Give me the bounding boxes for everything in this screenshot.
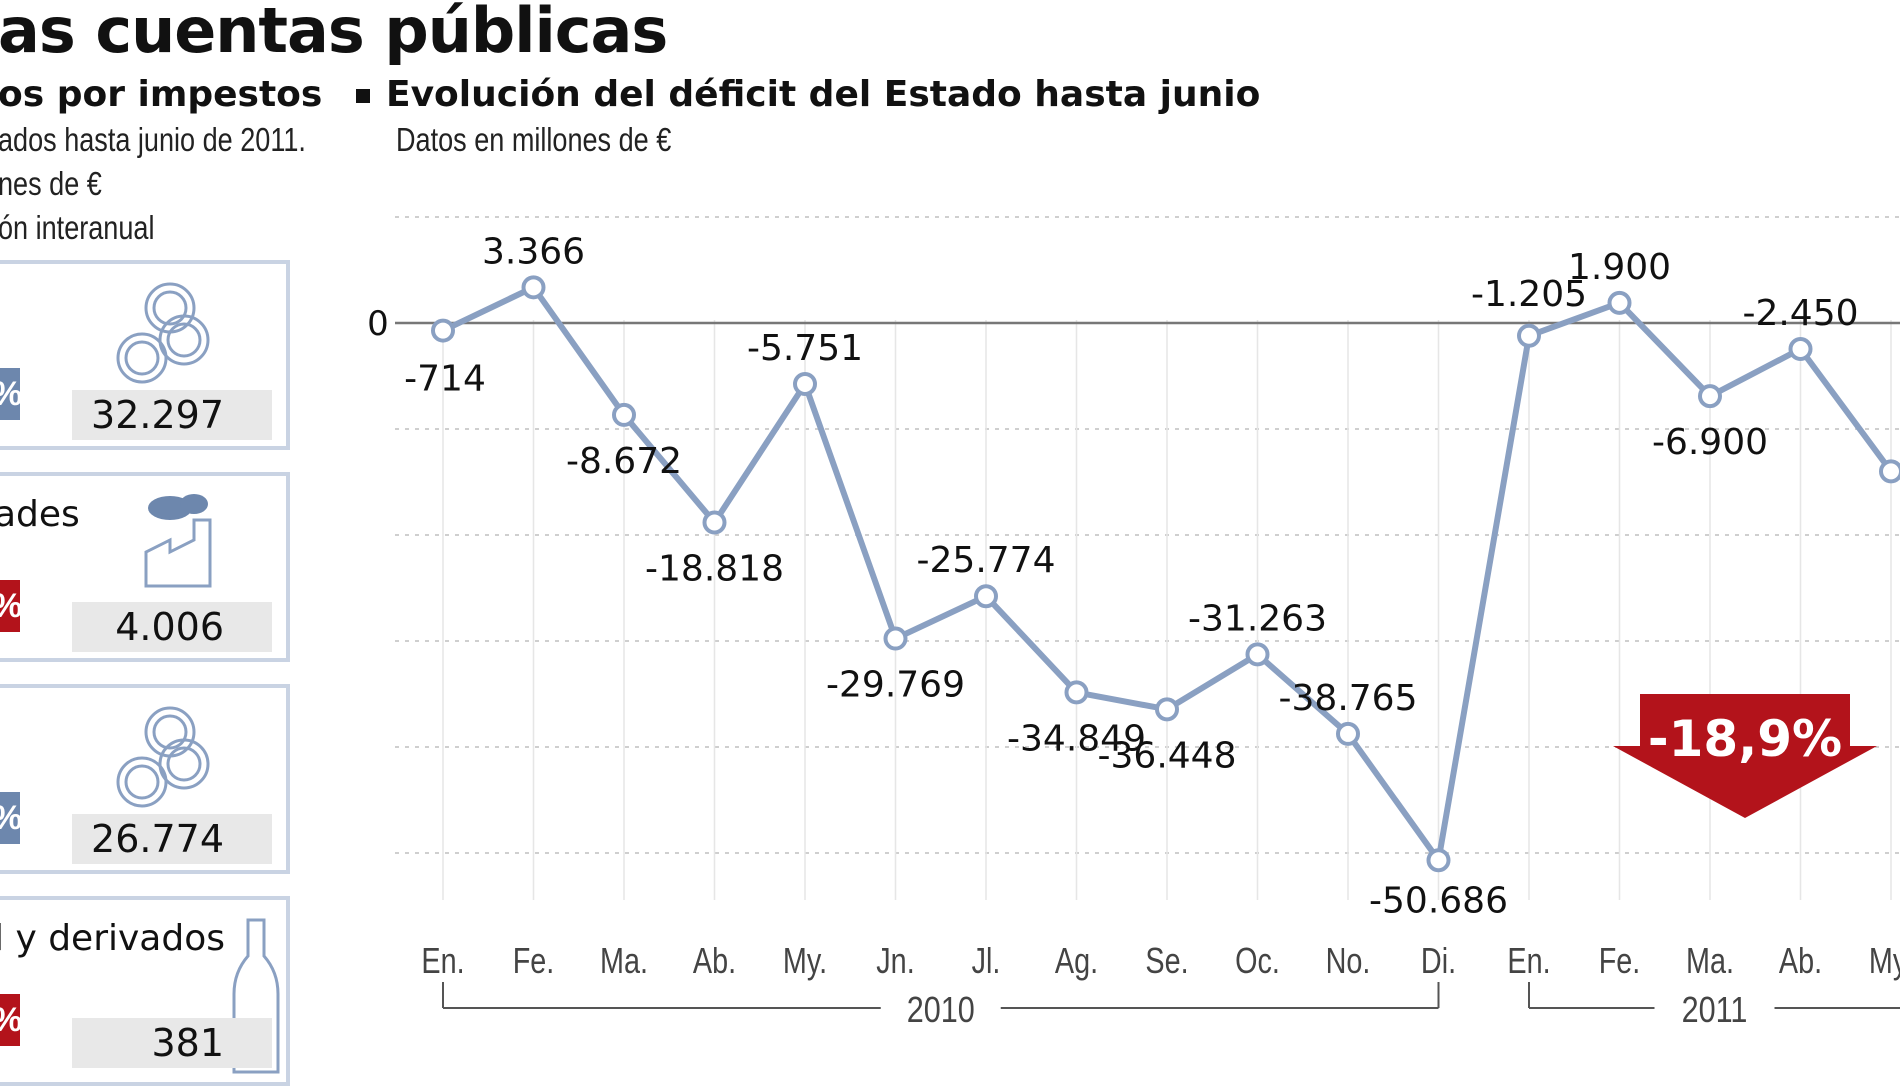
data-point [1698,384,1722,409]
tax-label: l y derivados [0,918,225,959]
data-label: -50.686 [1369,880,1508,921]
month-label: No. [1326,940,1371,981]
month-label: My. [1869,940,1900,981]
month-label: En. [421,940,464,981]
data-point [1517,323,1541,348]
data-label: -8.672 [566,441,682,482]
data-point [612,402,636,427]
month-label: Jl. [972,940,1001,981]
tax-box: l y derivados % 381 [0,896,290,1086]
month-label: Jn. [876,940,914,981]
data-point [1064,680,1089,705]
tax-box: % 26.774 [0,684,290,874]
data-point [1788,336,1813,361]
data-point [793,371,817,396]
month-label: En. [1507,940,1550,981]
data-label: -5.751 [747,328,863,369]
left-panel-line: nes de € [0,165,102,202]
data-label: -25.774 [917,540,1056,581]
month-label: Ag. [1055,940,1098,981]
data-point [1879,459,1900,484]
data-label: -18.818 [645,548,784,589]
change-badge: % [0,792,22,844]
month-label: Fe. [1599,940,1641,981]
data-label: -6.900 [1652,422,1768,463]
month-label: Ma. [600,940,648,981]
tax-label: ades [0,494,80,535]
data-label: -38.765 [1279,678,1418,719]
year-label: 2011 [1682,991,1748,1031]
data-point [1245,642,1270,667]
tax-value: 26.774 [72,814,272,864]
y-tick-label: 0 [367,304,389,344]
change-badge: % [0,368,22,420]
change-percentage: -18,9% [1648,710,1842,768]
month-label: Fe. [513,940,555,981]
chart-header: Evolución del déficit del Estado hasta j… [356,74,1260,159]
data-label: -2.450 [1742,293,1858,334]
change-badge: % [0,994,22,1046]
left-panel-line: ón interanual [0,209,155,246]
data-point [1336,721,1360,746]
month-label: Di. [1421,940,1456,981]
data-label: -31.263 [1188,598,1327,639]
year-label: 2010 [907,991,975,1031]
chart-subtitle: Datos en millones de € [396,121,672,158]
data-point [1607,290,1632,315]
data-point [702,510,727,535]
data-point [1426,848,1451,873]
change-badge: % [0,580,22,632]
data-label: -714 [404,359,486,400]
month-label: Oc. [1235,940,1280,981]
headline: as cuentas públicas [0,0,668,67]
tax-value: 381 [72,1018,272,1068]
chart-title: Evolución del déficit del Estado hasta j… [356,74,1260,115]
data-point [431,318,455,343]
coins-icon [116,282,210,384]
data-label: -29.769 [826,665,965,706]
factory-icon [144,494,212,588]
data-point [974,584,998,609]
data-point [521,275,546,300]
tax-value: 32.297 [72,390,272,440]
data-point [883,626,908,651]
month-label: Ab. [693,940,736,981]
data-point [1155,697,1179,722]
data-label: -36.448 [1098,735,1237,776]
data-label: 1.900 [1568,247,1671,288]
month-label: Ab. [1779,940,1822,981]
tax-box: ades % 4.006 [0,472,290,662]
change-arrow [1613,694,1877,818]
left-panel-title: os por impestos [0,74,323,115]
data-label: 3.366 [482,231,585,272]
tax-value: 4.006 [72,602,272,652]
tax-box: % 32.297 [0,260,290,450]
month-label: Se. [1145,940,1188,981]
left-panel-header: os por impestos ados hasta junio de 2011… [0,74,374,247]
data-label: -34.849 [1007,718,1146,759]
left-panel-line: ados hasta junio de 2011. [0,121,306,158]
coins-icon [116,706,210,808]
data-label: -1.205 [1471,274,1587,315]
month-label: My. [783,940,827,981]
month-label: Ma. [1686,940,1734,981]
